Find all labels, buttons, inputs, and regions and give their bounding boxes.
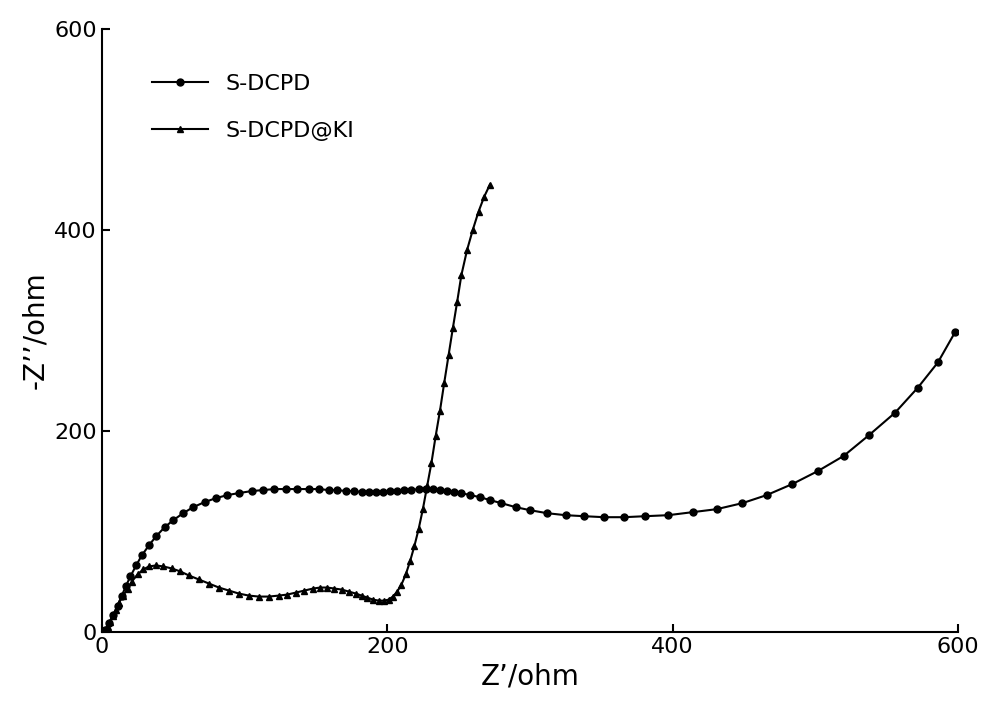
- S-DCPD: [413, 485, 425, 493]
- Y-axis label: -Z’’/ohm: -Z’’/ohm: [21, 272, 49, 389]
- Line: S-DCPD: S-DCPD: [101, 328, 958, 634]
- Legend: S-DCPD, S-DCPD@KI: S-DCPD, S-DCPD@KI: [130, 52, 377, 163]
- S-DCPD@KI: [321, 583, 333, 592]
- S-DCPD@KI: [126, 577, 138, 586]
- S-DCPD: [99, 626, 111, 634]
- S-DCPD: [949, 328, 961, 336]
- S-DCPD@KI: [378, 597, 390, 605]
- X-axis label: Z’/ohm: Z’/ohm: [480, 662, 579, 690]
- S-DCPD@KI: [383, 595, 395, 604]
- S-DCPD: [687, 508, 699, 516]
- S-DCPD: [233, 489, 245, 498]
- S-DCPD: [268, 485, 280, 493]
- S-DCPD: [210, 494, 222, 503]
- Line: S-DCPD@KI: S-DCPD@KI: [101, 181, 493, 634]
- S-DCPD@KI: [350, 589, 362, 598]
- S-DCPD: [711, 505, 723, 513]
- S-DCPD@KI: [99, 626, 111, 635]
- S-DCPD@KI: [484, 181, 496, 189]
- S-DCPD@KI: [281, 590, 293, 599]
